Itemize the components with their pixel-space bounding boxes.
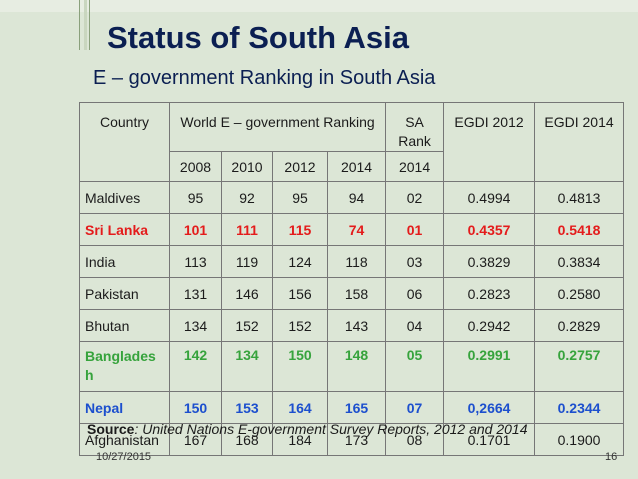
rank-2010-cell: 111 [221, 213, 273, 246]
rank-2008-cell: 167 [169, 423, 222, 456]
rank-2008-cell: 101 [169, 213, 222, 246]
table-row: Bhutan 134 152 152 143 04 0.2942 0.2829 [79, 309, 625, 342]
egdi-2014-cell: 0.5418 [534, 213, 625, 246]
rank-2014-cell: 118 [326, 245, 387, 278]
country-cell: Bhutan [79, 309, 170, 342]
header-egdi-2014: EGDI 2014 [534, 102, 625, 182]
rank-2014-cell: 143 [326, 309, 387, 342]
rank-2012-cell: 152 [272, 309, 328, 342]
sa-rank-cell: 03 [385, 245, 445, 278]
ranking-table-body: Country World E – government Ranking SA … [79, 102, 625, 456]
rank-2012-cell: 115 [272, 213, 328, 246]
header-sa-rank: SA Rank [385, 102, 445, 152]
year-header: 2008 [169, 151, 222, 182]
header-world-ranking: World E – government Ranking [168, 102, 387, 152]
egdi-2012-cell: 0.2942 [443, 309, 536, 342]
egdi-2014-cell: 0.4813 [534, 181, 625, 214]
egdi-2014-cell: 0.2580 [534, 277, 625, 310]
egdi-2014-cell: 0.2829 [534, 309, 625, 342]
rank-2014-cell: 165 [326, 391, 387, 424]
sa-rank-cell: 02 [385, 181, 445, 214]
table-row: Sri Lanka 101 111 115 74 01 0.4357 0.5418 [79, 213, 625, 246]
rank-2012-cell: 156 [272, 277, 328, 310]
rank-2014-cell: 94 [326, 181, 387, 214]
egdi-2012-cell: 0,2664 [443, 391, 536, 424]
rank-2008-cell: 95 [169, 181, 222, 214]
table-row: Nepal 150 153 164 165 07 0,2664 0.2344 [79, 391, 625, 424]
rank-2008-cell: 113 [169, 245, 222, 278]
egdi-2014-cell: 0.1900 [534, 423, 625, 456]
country-cell: Banglades h [79, 341, 170, 392]
egdi-2012-cell: 0.2991 [443, 341, 536, 392]
source-note: Source: United Nations E-government Surv… [87, 421, 527, 437]
year-header: 2012 [272, 151, 328, 182]
slide-decoration-line [89, 0, 90, 50]
source-text: : United Nations E-government Survey Rep… [134, 421, 528, 437]
country-cell: India [79, 245, 170, 278]
year-header: 2014 [326, 151, 387, 182]
rank-2012-cell: 124 [272, 245, 328, 278]
egdi-2012-cell: 0.4994 [443, 181, 536, 214]
rank-2010-cell: 152 [221, 309, 273, 342]
country-cell: Nepal [79, 391, 170, 424]
slide-page-number: 16 [605, 451, 618, 463]
rank-2014-cell: 148 [326, 341, 387, 392]
table-row: Pakistan 131 146 156 158 06 0.2823 0.2580 [79, 277, 625, 310]
table-row: India 113 119 124 118 03 0.3829 0.3834 [79, 245, 625, 278]
egdi-2014-cell: 0.2757 [534, 341, 625, 392]
slide-decoration-line [79, 0, 80, 50]
source-label: Source [87, 421, 135, 437]
rank-2010-cell: 168 [221, 423, 273, 456]
rank-2010-cell: 134 [221, 341, 273, 392]
sa-rank-cell: 06 [385, 277, 445, 310]
rank-2008-cell: 150 [169, 391, 222, 424]
rank-2010-cell: 119 [221, 245, 273, 278]
egdi-2014-cell: 0.3834 [534, 245, 625, 278]
rank-2012-cell: 150 [272, 341, 328, 392]
rank-2012-cell: 95 [272, 181, 328, 214]
rank-2008-cell: 142 [169, 341, 222, 392]
ranking-table: Country World E – government Ranking SA … [79, 102, 625, 456]
slide-subtitle: E – government Ranking in South Asia [93, 67, 436, 89]
rank-2010-cell: 146 [221, 277, 273, 310]
slide-top-band [0, 0, 638, 12]
table-row: Banglades h 142 134 150 148 05 0.2991 0.2757 [79, 341, 625, 392]
year-header: 2010 [221, 151, 273, 182]
egdi-2014-cell: 0.2344 [534, 391, 625, 424]
rank-2012-cell: 184 [272, 423, 328, 456]
sa-rank-cell: 05 [385, 341, 445, 392]
year-header: 2014 [385, 151, 445, 182]
country-cell: Pakistan [79, 277, 170, 310]
table-year-row: 2008 2010 2012 2014 2014 [80, 151, 624, 182]
table-header-row: Country World E – government Ranking SA … [79, 102, 625, 182]
egdi-2012-cell: 0.2823 [443, 277, 536, 310]
header-country: Country [79, 102, 170, 182]
sa-rank-cell: 07 [385, 391, 445, 424]
rank-2008-cell: 131 [169, 277, 222, 310]
rank-2014-cell: 158 [326, 277, 387, 310]
egdi-2012-cell: 0.1701 [443, 423, 536, 456]
table-row: Afghanistan 167 168 184 173 08 0.1701 0.1900 [79, 423, 625, 456]
slide-title: Status of South Asia [107, 20, 409, 55]
slide-decoration-bar [84, 0, 87, 50]
country-cell: Maldives [79, 181, 170, 214]
egdi-2012-cell: 0.3829 [443, 245, 536, 278]
rank-2010-cell: 92 [221, 181, 273, 214]
rank-2008-cell: 134 [169, 309, 222, 342]
slide-date: 10/27/2015 [96, 451, 152, 463]
header-egdi-2012: EGDI 2012 [443, 102, 536, 182]
table-row: Maldives 95 92 95 94 02 0.4994 0.4813 [79, 181, 625, 214]
country-cell: Sri Lanka [79, 213, 170, 246]
rank-2010-cell: 153 [221, 391, 273, 424]
rank-2014-cell: 173 [326, 423, 387, 456]
egdi-2012-cell: 0.4357 [443, 213, 536, 246]
rank-2012-cell: 164 [272, 391, 328, 424]
sa-rank-cell: 01 [385, 213, 445, 246]
sa-rank-cell: 04 [385, 309, 445, 342]
rank-2014-cell: 74 [326, 213, 387, 246]
